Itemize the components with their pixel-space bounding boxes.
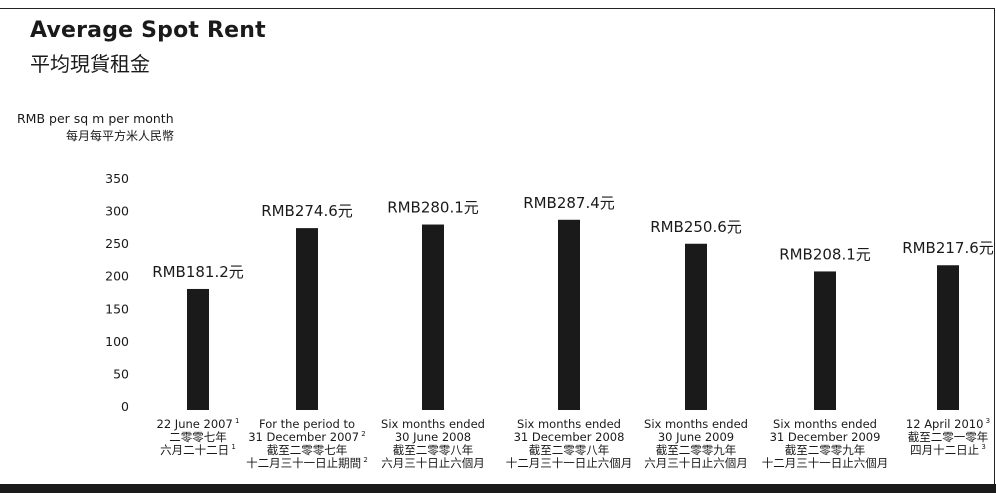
y-tick-label: 0 [121, 399, 129, 414]
footnote-marker: 2 [361, 456, 368, 464]
x-tick-label: 31 December 2009 [770, 430, 881, 444]
x-tick-label: 截至二零零九年 [785, 443, 866, 457]
x-tick-label: Six months ended [773, 417, 877, 431]
footnote-marker: 2 [359, 430, 366, 438]
y-tick-label: 50 [113, 366, 129, 381]
chart-frame [0, 8, 995, 493]
data-label: RMB274.6元 [261, 202, 353, 220]
y-tick-label: 250 [105, 236, 129, 251]
x-tick-label: 31 December 2007 2 [248, 430, 366, 444]
x-tick-label: 十二月三十一日止期間 2 [246, 456, 368, 470]
x-tick-label: 22 June 2007 1 [157, 417, 240, 431]
x-tick-label: 截至二零零八年 [393, 443, 474, 457]
x-tick-label: 十二月三十一日止六個月 [506, 456, 633, 470]
x-tick-label: 六月三十日止六個月 [381, 456, 485, 470]
bar [558, 219, 580, 410]
y-tick-label: 150 [105, 301, 129, 316]
x-tick-label: 截至二零一零年 [908, 430, 989, 444]
bar [685, 243, 707, 410]
x-tick-label: Six months ended [517, 417, 621, 431]
x-tick-label: 截至二零零九年 [656, 443, 737, 457]
y-axis-unit-label-chinese: 每月每平方米人民幣 [66, 129, 175, 143]
data-label: RMB287.4元 [523, 194, 615, 212]
bar [296, 228, 318, 410]
data-label: RMB181.2元 [152, 263, 244, 281]
y-tick-label: 300 [105, 204, 129, 219]
data-label: RMB208.1元 [779, 245, 871, 263]
x-tick-label: 四月十二日止 3 [910, 443, 986, 457]
footnote-marker: 1 [229, 443, 236, 451]
bar [937, 265, 959, 410]
y-axis-unit-label: RMB per sq m per month [17, 111, 174, 126]
x-tick-label: Six months ended [381, 417, 485, 431]
data-label: RMB250.6元 [650, 218, 742, 236]
chart-title: Average Spot Rent [30, 18, 266, 43]
x-tick-label: 31 December 2008 [514, 430, 625, 444]
footnote-marker: 3 [983, 417, 990, 425]
x-tick-label: 30 June 2009 [658, 430, 734, 444]
x-tick-label: 二零零七年 [169, 430, 227, 444]
bar [187, 288, 209, 410]
x-tick-label: 十二月三十一日止六個月 [762, 456, 889, 470]
y-tick-label: 350 [105, 171, 129, 186]
x-tick-label: 12 April 2010 3 [906, 417, 990, 431]
bar [814, 271, 836, 410]
x-tick-label: Six months ended [644, 417, 748, 431]
x-tick-label: For the period to [259, 417, 355, 431]
data-label: RMB280.1元 [387, 199, 479, 217]
x-tick-label: 六月三十日止六個月 [644, 456, 748, 470]
x-tick-label: 截至二零零八年 [529, 443, 610, 457]
bar [422, 224, 444, 410]
data-label: RMB217.6元 [902, 239, 994, 257]
y-tick-label: 200 [105, 269, 129, 284]
chart-title-chinese: 平均現貨租金 [30, 52, 150, 76]
x-tick-label: 六月二十二日 1 [160, 443, 236, 457]
footnote-marker: 3 [979, 443, 986, 451]
x-tick-label: 30 June 2008 [395, 430, 471, 444]
y-tick-label: 100 [105, 334, 129, 349]
bottom-rule [0, 484, 996, 493]
footnote-marker: 1 [233, 417, 240, 425]
x-tick-label: 截至二零零七年 [267, 443, 348, 457]
